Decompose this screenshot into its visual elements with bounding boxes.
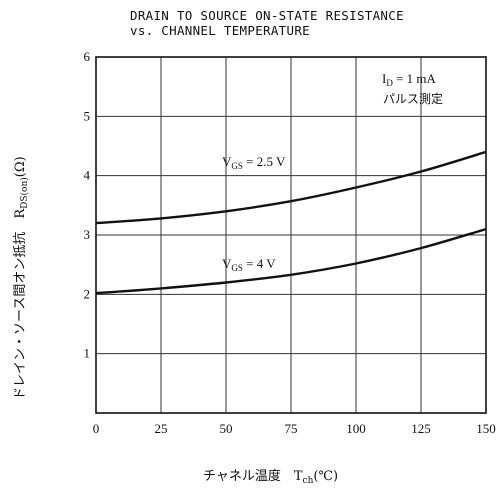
x-axis-ticks: 0 25 50 75 100 125 150 <box>93 421 496 436</box>
y-tick-label: 6 <box>84 49 91 64</box>
y-tick-label: 2 <box>84 286 91 301</box>
chart-title-line-1: DRAIN TO SOURCE ON-STATE RESISTANCE <box>130 8 404 23</box>
plot-frame <box>95 56 487 414</box>
y-tick-label: 3 <box>84 227 91 242</box>
x-tick-label: 150 <box>476 421 496 436</box>
series-label-vgs-4: VGS = 4 V <box>222 256 276 273</box>
y-tick-label: 5 <box>84 108 91 123</box>
y-tick-label: 1 <box>84 346 91 361</box>
x-tick-label: 100 <box>346 421 366 436</box>
condition-id: ID = 1 mA <box>382 71 437 88</box>
x-tick-label: 75 <box>285 421 298 436</box>
chart-title-line-2: vs. CHANNEL TEMPERATURE <box>130 23 310 38</box>
y-tick-label: 4 <box>84 168 91 183</box>
y-axis-ticks: 1 2 3 4 5 6 <box>84 49 91 361</box>
x-tick-label: 125 <box>411 421 431 436</box>
x-axis-label: チャネル温度 Tch(℃) <box>203 468 338 486</box>
condition-pulse: パルス測定 <box>383 91 443 106</box>
x-tick-label: 0 <box>93 421 100 436</box>
x-tick-label: 50 <box>220 421 233 436</box>
y-axis-label: ドレイン・ソース間オン抵抗 RDS(on)(Ω) <box>13 156 30 400</box>
series-label-vgs-2-5: VGS = 2.5 V <box>222 154 286 171</box>
series-line-vgs-2-5 <box>95 150 487 225</box>
series-layer <box>95 150 487 295</box>
plot-area-border <box>95 56 487 414</box>
x-tick-label: 25 <box>155 421 168 436</box>
series-line-vgs-4 <box>95 227 487 295</box>
grid <box>96 57 486 413</box>
